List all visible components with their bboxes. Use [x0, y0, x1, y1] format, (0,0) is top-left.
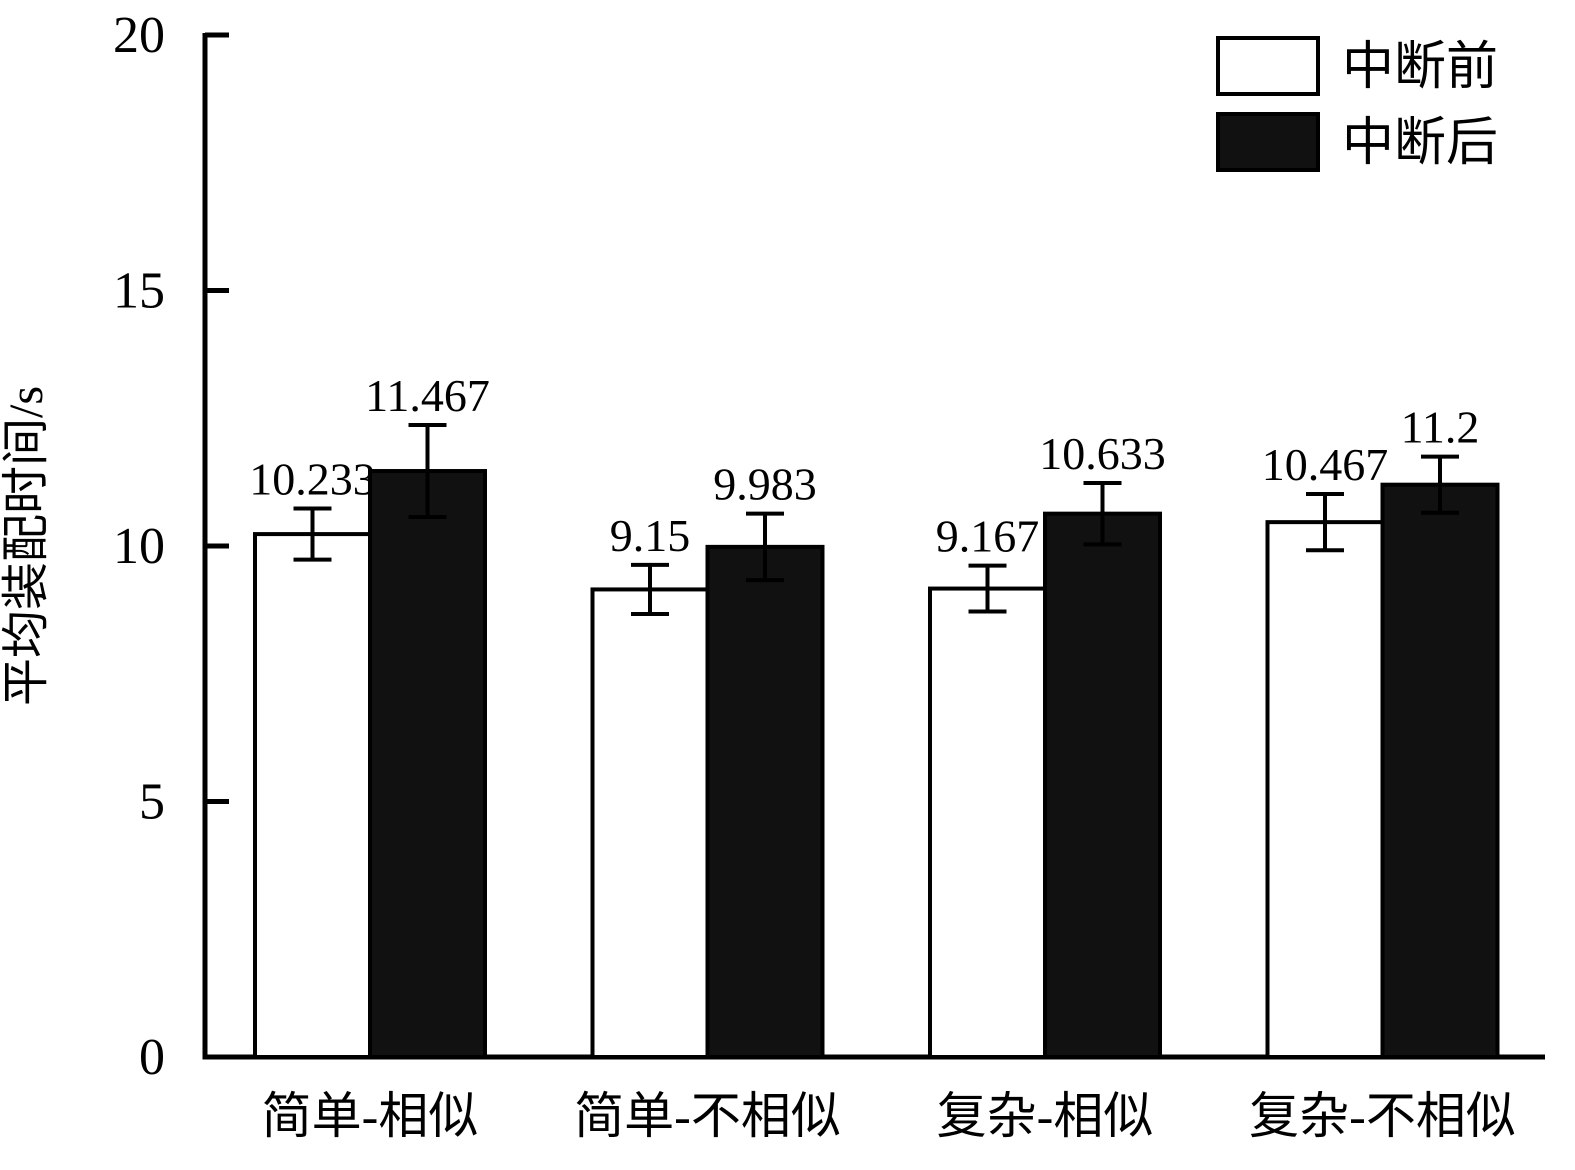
value-label: 10.233: [249, 454, 376, 505]
value-label: 9.167: [936, 511, 1040, 562]
y-tick-label: 5: [139, 774, 165, 831]
category-label: 复杂-相似: [937, 1088, 1154, 1144]
bar: [928, 586, 1047, 1059]
y-tick-label: 10: [113, 518, 165, 575]
legend-swatch-after: [1216, 112, 1320, 172]
bar: [1265, 520, 1385, 1059]
bar: [705, 544, 825, 1059]
y-axis-title: 平均装配时间/s: [0, 386, 53, 706]
y-tick-label: 0: [139, 1029, 165, 1086]
value-label: 11.2: [1401, 402, 1480, 453]
bar: [368, 469, 487, 1059]
category-label: 简单-相似: [262, 1088, 479, 1144]
value-label: 11.467: [365, 370, 490, 421]
value-label: 9.983: [713, 459, 817, 510]
category-label: 复杂-不相似: [1249, 1088, 1516, 1144]
legend-label: 中断后: [1342, 115, 1498, 172]
legend-label: 中断前: [1342, 39, 1498, 96]
bar: [253, 532, 372, 1059]
bar: [1380, 482, 1500, 1059]
category-label: 简单-不相似: [574, 1088, 841, 1144]
legend-swatch-before: [1216, 36, 1320, 96]
bar: [590, 587, 710, 1059]
value-label: 9.15: [610, 510, 691, 561]
bar: [1043, 511, 1162, 1059]
y-tick-label: 15: [113, 263, 165, 320]
value-label: 10.633: [1039, 428, 1166, 479]
value-label: 10.467: [1262, 439, 1389, 490]
y-tick-label: 20: [113, 7, 165, 64]
